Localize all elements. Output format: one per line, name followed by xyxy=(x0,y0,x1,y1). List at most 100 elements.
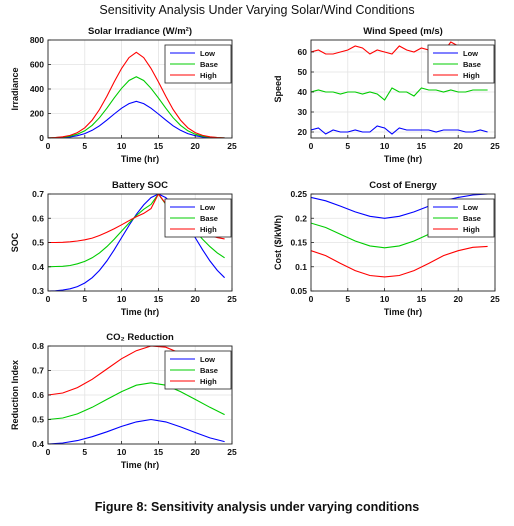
x-tick-label: 0 xyxy=(46,141,51,151)
legend: Low Base High xyxy=(164,44,232,84)
x-tick-label: 0 xyxy=(309,294,314,304)
legend-label: High xyxy=(200,377,217,386)
x-tick-label: 15 xyxy=(417,141,427,151)
y-tick-label: 0.6 xyxy=(32,390,44,400)
x-tick-label: 10 xyxy=(117,447,127,457)
chart-2: 0 5 10 15 20 25 20 30 40 50 60 Wind Speed (m/s) Time… xyxy=(273,26,500,164)
chart-title: Wind Speed (m/s) xyxy=(363,26,443,37)
legend-label: High xyxy=(463,71,480,80)
y-tick-label: 40 xyxy=(298,87,308,97)
x-axis-label: Time (hr) xyxy=(384,154,422,164)
x-tick-label: 0 xyxy=(46,294,51,304)
series-line-low xyxy=(48,418,225,444)
legend: Low Base High xyxy=(427,44,495,84)
x-tick-label: 10 xyxy=(380,141,390,151)
x-tick-label: 20 xyxy=(453,141,463,151)
legend-label: High xyxy=(200,71,217,80)
legend-label: Base xyxy=(200,366,218,375)
legend-label: Low xyxy=(200,203,215,212)
legend-label: Base xyxy=(200,60,218,69)
y-tick-label: 20 xyxy=(298,127,308,137)
legend-label: Low xyxy=(463,49,478,58)
series-line-low xyxy=(311,125,488,135)
x-tick-label: 25 xyxy=(227,294,237,304)
chart-4: 0 5 10 15 20 25 0.05 0.1 0.15 0.2 0.25 Cost of Ener… xyxy=(273,180,500,317)
y-tick-label: 60 xyxy=(298,47,308,57)
y-tick-label: 200 xyxy=(30,109,44,119)
y-tick-label: 400 xyxy=(30,84,44,94)
plot-frame xyxy=(310,39,496,139)
series-line-low xyxy=(311,194,488,219)
x-tick-label: 0 xyxy=(46,447,51,457)
y-tick-label: 0.4 xyxy=(32,439,44,449)
legend-label: Base xyxy=(463,60,481,69)
x-axis-label: Time (hr) xyxy=(384,307,422,317)
x-tick-label: 25 xyxy=(490,294,500,304)
y-tick-label: 0.15 xyxy=(290,238,307,248)
x-axis-label: Time (hr) xyxy=(121,154,159,164)
y-tick-label: 0.7 xyxy=(32,189,44,199)
x-tick-label: 0 xyxy=(309,141,314,151)
y-tick-label: 0.1 xyxy=(295,262,307,272)
x-tick-label: 15 xyxy=(417,294,427,304)
chart-5: 0 5 10 15 20 25 0.4 0.5 0.6 0.7 0.8 CO₂ Reduction Ti… xyxy=(10,332,237,470)
series-line-base xyxy=(48,76,225,138)
y-axis-label: Speed xyxy=(273,75,283,102)
x-tick-label: 5 xyxy=(345,141,350,151)
x-tick-label: 5 xyxy=(82,141,87,151)
legend-label: High xyxy=(463,225,480,234)
y-tick-label: 0 xyxy=(39,133,44,143)
legend-label: Low xyxy=(200,49,215,58)
x-tick-label: 20 xyxy=(190,294,200,304)
legend: Low Base High xyxy=(164,350,232,390)
y-tick-label: 50 xyxy=(298,67,308,77)
x-tick-label: 25 xyxy=(227,447,237,457)
series-line-high xyxy=(48,51,225,138)
x-tick-label: 20 xyxy=(190,447,200,457)
chart-title: CO₂ Reduction xyxy=(106,332,174,343)
figure-title: Sensitivity Analysis Under Varying Solar… xyxy=(99,3,415,17)
legend: Low Base High xyxy=(164,198,232,238)
y-axis-label: Cost ($/kWh) xyxy=(273,215,283,270)
x-tick-label: 15 xyxy=(154,447,164,457)
y-tick-label: 0.8 xyxy=(32,341,44,351)
chart-title: Solar Irradiance (W/m²) xyxy=(88,26,192,37)
x-tick-label: 20 xyxy=(190,141,200,151)
legend-label: Low xyxy=(463,203,478,212)
x-tick-label: 15 xyxy=(154,141,164,151)
y-tick-label: 30 xyxy=(298,107,308,117)
y-tick-label: 0.6 xyxy=(32,213,44,223)
y-tick-label: 800 xyxy=(30,35,44,45)
y-tick-label: 0.2 xyxy=(295,213,307,223)
legend: Low Base High xyxy=(427,198,495,238)
x-tick-label: 10 xyxy=(380,294,390,304)
chart-1: 0 5 10 15 20 25 0 200 400 600 800 Solar Irradiance … xyxy=(10,26,237,164)
legend-label: High xyxy=(200,225,217,234)
x-axis-label: Time (hr) xyxy=(121,460,159,470)
y-tick-label: 0.7 xyxy=(32,366,44,376)
y-tick-label: 0.5 xyxy=(32,238,44,248)
series-line-low xyxy=(48,194,225,291)
series-line-base xyxy=(48,382,225,421)
y-tick-label: 0.05 xyxy=(290,286,307,296)
legend-label: Low xyxy=(200,355,215,364)
y-tick-label: 0.5 xyxy=(32,415,44,425)
series-line-high xyxy=(311,245,488,278)
x-tick-label: 15 xyxy=(154,294,164,304)
y-tick-label: 0.3 xyxy=(32,286,44,296)
x-tick-label: 25 xyxy=(227,141,237,151)
chart-title: Battery SOC xyxy=(112,180,168,191)
x-tick-label: 10 xyxy=(117,294,127,304)
y-tick-label: 0.4 xyxy=(32,262,44,272)
x-tick-label: 25 xyxy=(490,141,500,151)
y-axis-label: Reduction Index xyxy=(10,360,20,430)
figure-caption: Figure 8: Sensitivity analysis under var… xyxy=(94,500,420,514)
x-tick-label: 20 xyxy=(453,294,463,304)
y-tick-label: 0.25 xyxy=(290,189,307,199)
y-tick-label: 600 xyxy=(30,60,44,70)
x-tick-label: 5 xyxy=(82,447,87,457)
x-tick-label: 5 xyxy=(345,294,350,304)
x-axis-label: Time (hr) xyxy=(121,307,159,317)
y-axis-label: Irradiance xyxy=(10,67,20,110)
